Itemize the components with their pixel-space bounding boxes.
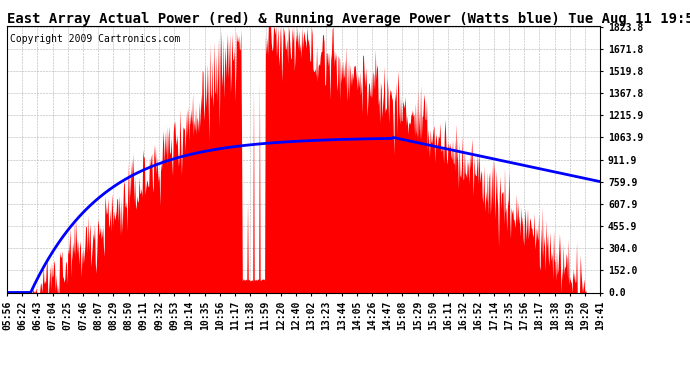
Text: Copyright 2009 Cartronics.com: Copyright 2009 Cartronics.com (10, 34, 180, 44)
Text: East Array Actual Power (red) & Running Average Power (Watts blue) Tue Aug 11 19: East Array Actual Power (red) & Running … (7, 12, 690, 26)
